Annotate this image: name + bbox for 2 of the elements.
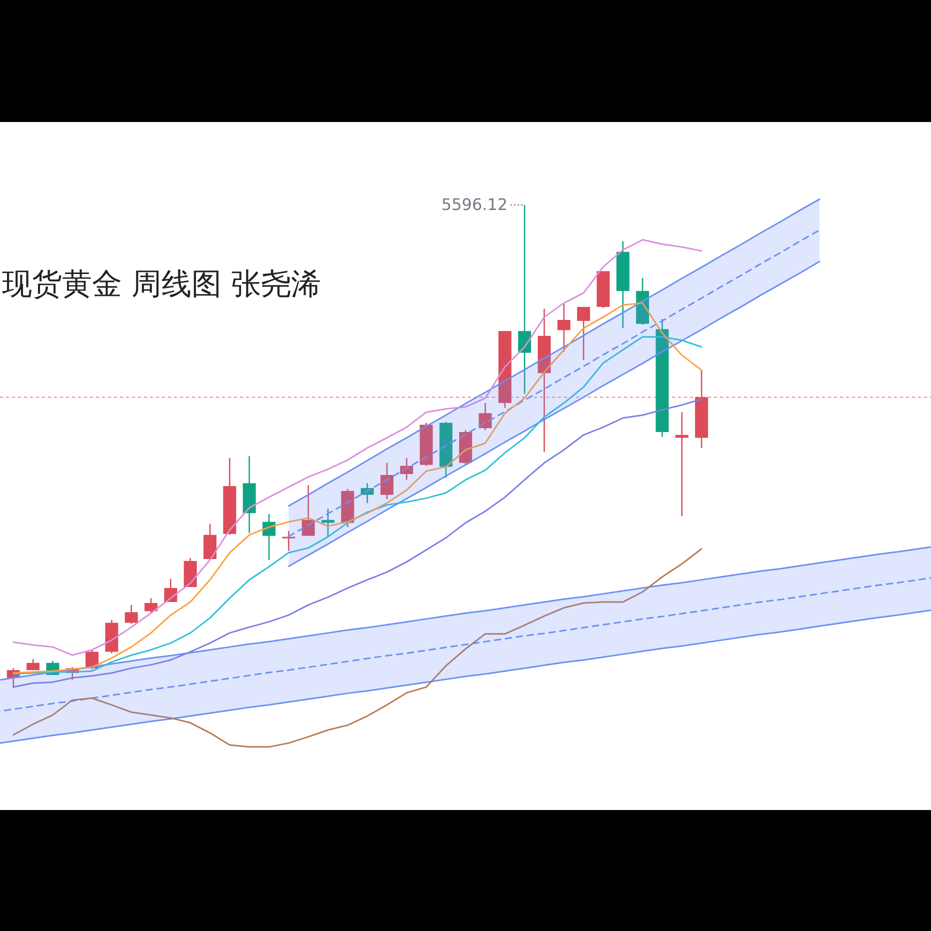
title: 现货黄金 周线图 张尧浠 xyxy=(2,267,322,302)
annotation: 5596.12 xyxy=(441,195,508,214)
